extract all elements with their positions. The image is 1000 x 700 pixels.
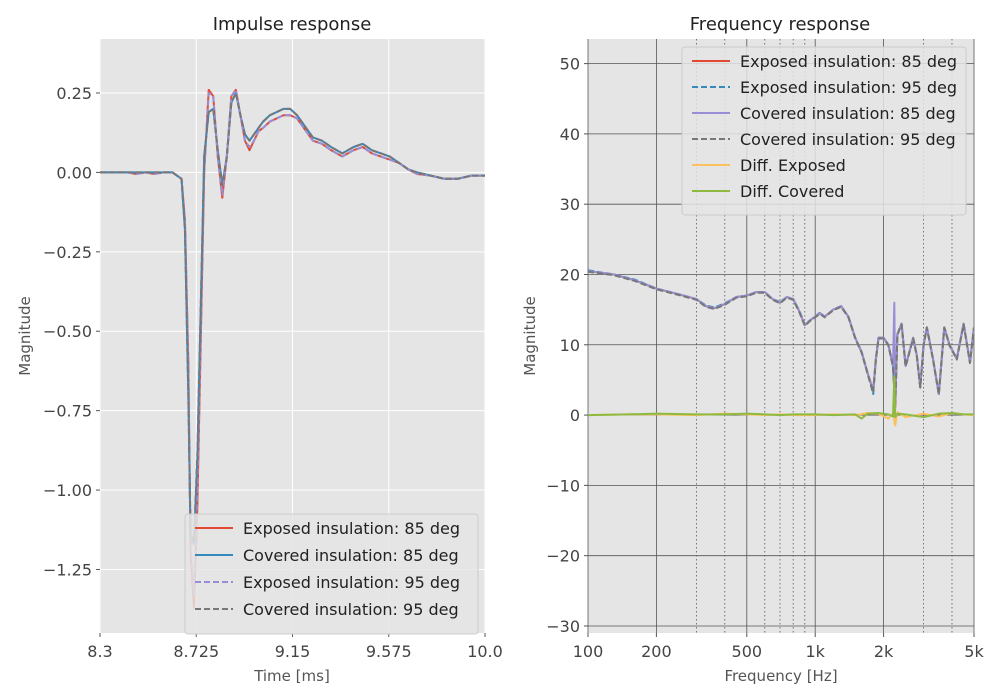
frequency-response-panel: Frequency response 100 200 500 1k 2k 5k 50403… xyxy=(521,14,984,685)
impulse-legend-label-3: Covered insulation: 95 deg xyxy=(243,600,459,619)
frequency-legend-label-2: Covered insulation: 85 deg xyxy=(740,104,956,123)
impulse-y-tick-label: 0.25 xyxy=(56,84,92,103)
impulse-x-tick-label: 8.725 xyxy=(173,642,219,661)
frequency-response-title: Frequency response xyxy=(690,14,870,35)
frequency-y-tick-label: 20 xyxy=(560,265,580,284)
impulse-legend-box xyxy=(184,513,479,635)
frequency-legend-label-0: Exposed insulation: 85 deg xyxy=(740,52,957,71)
impulse-x-axis-label: Time [ms] xyxy=(253,667,330,685)
frequency-legend-label-5: Diff. Covered xyxy=(740,182,844,201)
frequency-legend-label-1: Exposed insulation: 95 deg xyxy=(740,78,957,97)
impulse-y-axis-label: Magnitude xyxy=(16,296,34,375)
frequency-y-ticks: 50 40 30 20 10 0 −10 −20 −30 xyxy=(546,55,588,636)
frequency-y-tick-label: −20 xyxy=(546,547,580,566)
impulse-response-panel: Impulse response 8.3 8.725 9.15 9.575 10.0 0… xyxy=(16,14,503,685)
frequency-x-tick-label: 500 xyxy=(732,642,763,661)
impulse-y-ticks: 0.25 0.00 −0.25 −0.50 −0.75 −1.00 −1.25 xyxy=(43,84,100,579)
impulse-legend-label-0: Exposed insulation: 85 deg xyxy=(243,519,460,538)
impulse-legend-label-2: Exposed insulation: 95 deg xyxy=(243,573,460,592)
impulse-x-ticks: 8.3 8.725 9.15 9.575 10.0 xyxy=(87,633,503,661)
frequency-x-tick-label: 5k xyxy=(964,642,984,661)
impulse-y-tick-label: −0.75 xyxy=(43,402,92,421)
impulse-legend-label-1: Covered insulation: 85 deg xyxy=(243,546,459,565)
frequency-y-tick-label: −30 xyxy=(546,617,580,636)
impulse-legend: Exposed insulation: 85 deg Covered insula… xyxy=(184,513,479,635)
frequency-legend-box xyxy=(681,46,967,216)
impulse-y-tick-label: −1.00 xyxy=(43,481,92,500)
frequency-y-tick-label: 10 xyxy=(560,336,580,355)
frequency-x-axis-label: Frequency [Hz] xyxy=(724,667,837,685)
impulse-y-tick-label: −0.25 xyxy=(43,243,92,262)
impulse-y-tick-label: −1.25 xyxy=(43,560,92,579)
impulse-series-line-3 xyxy=(100,92,485,542)
frequency-legend-label-3: Covered insulation: 95 deg xyxy=(740,130,956,149)
frequency-legend-label-4: Diff. Exposed xyxy=(740,156,846,175)
frequency-series-layer xyxy=(588,269,974,427)
impulse-x-tick-label: 9.15 xyxy=(275,642,311,661)
impulse-x-tick-label: 10.0 xyxy=(467,642,503,661)
impulse-series-line-2 xyxy=(100,88,485,596)
impulse-series-layer xyxy=(100,88,485,609)
frequency-y-tick-label: 40 xyxy=(560,125,580,144)
frequency-y-tick-label: 50 xyxy=(560,55,580,74)
frequency-y-axis-label: Magnitude xyxy=(521,296,539,375)
frequency-x-tick-label: 100 xyxy=(573,642,604,661)
frequency-series-line-5 xyxy=(588,375,974,420)
impulse-y-tick-label: −0.50 xyxy=(43,322,92,341)
frequency-x-tick-label: 2k xyxy=(874,642,894,661)
impulse-response-title: Impulse response xyxy=(213,14,372,35)
frequency-series-line-3 xyxy=(588,270,974,406)
frequency-y-tick-label: 30 xyxy=(560,195,580,214)
impulse-x-tick-label: 8.3 xyxy=(87,642,112,661)
frequency-legend: Exposed insulation: 85 deg Exposed insula… xyxy=(681,46,967,216)
frequency-x-tick-label: 200 xyxy=(641,642,672,661)
impulse-y-tick-label: 0.00 xyxy=(56,163,92,182)
impulse-x-tick-label: 9.575 xyxy=(366,642,412,661)
frequency-y-tick-label: 0 xyxy=(570,406,580,425)
frequency-x-tick-label: 1k xyxy=(805,642,825,661)
frequency-y-tick-label: −10 xyxy=(546,476,580,495)
frequency-x-ticks: 100 200 500 1k 2k 5k xyxy=(573,633,984,661)
